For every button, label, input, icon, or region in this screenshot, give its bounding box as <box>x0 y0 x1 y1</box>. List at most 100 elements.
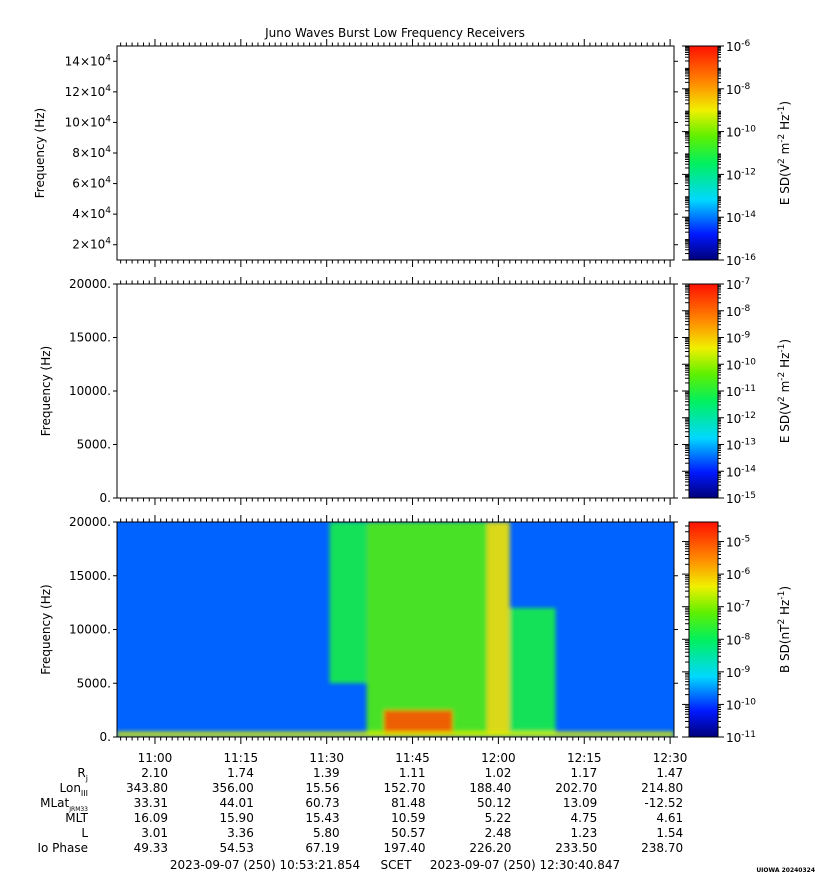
colorbar-tick-label: 10-10 <box>726 125 756 140</box>
panels: 2×104 4×104 6×104 8×104 10×104 12×104 14×104 Fr… <box>33 39 792 745</box>
ephemeris-value: 16.09 <box>134 811 168 825</box>
panel-3: 0. 5000. 10000. 15000. 20000. Frequency (Hz) 1… <box>39 515 792 745</box>
colorbar: 10-6 10-8 10-10 10-12 10-14 10-16 E SD(V2 m-2 … <box>682 39 792 268</box>
colorbar-gradient <box>688 283 719 499</box>
ephemeris-value: 233.50 <box>555 841 597 855</box>
colorbar-tick-label: 10-13 <box>726 438 756 453</box>
ephemeris-value: 5.22 <box>485 811 512 825</box>
plot-area <box>117 46 674 260</box>
footer-start-time: 2023-09-07 (250) 10:53:21.854 <box>170 858 360 872</box>
ephemeris-value: 1.23 <box>571 826 598 840</box>
ephemeris-value: 44.01 <box>219 796 253 810</box>
ephemeris-value: 238.70 <box>641 841 683 855</box>
time-tick-label: 12:30 <box>653 751 688 765</box>
time-tick-label: 11:00 <box>138 751 173 765</box>
time-tick-label: 11:30 <box>309 751 344 765</box>
y-tick-label: 8×104 <box>72 145 111 160</box>
colorbar-tick-label: 10-14 <box>726 210 756 225</box>
plot-area <box>117 284 674 498</box>
ephemeris-row-label: L <box>81 826 88 840</box>
colorbar-label: E SD(V2 m-2 Hz-1) <box>777 339 792 443</box>
y-tick-label: 20000. <box>69 277 111 291</box>
y-tick-label: 15000. <box>69 569 111 583</box>
colorbar-tick-label: 10-14 <box>726 464 756 479</box>
time-axis: 11:00 11:15 11:30 11:45 12:00 12:15 12:30 <box>138 751 688 765</box>
y-tick-label: 5000. <box>77 438 111 452</box>
y-tick-label: 20000. <box>69 515 111 529</box>
colorbar-tick-label: 10-11 <box>726 384 756 399</box>
ephemeris-value: 15.56 <box>305 781 339 795</box>
colorbar-label: E SD(V2 m-2 Hz-1) <box>777 101 792 205</box>
ephemeris-value: 1.47 <box>656 766 683 780</box>
colorbar-tick-label: 10-11 <box>726 730 756 745</box>
ephemeris-value: 356.00 <box>212 781 254 795</box>
spectrogram-feature-3 <box>486 522 510 737</box>
y-tick-label: 10000. <box>69 384 111 398</box>
ephemeris-value: 2.48 <box>485 826 512 840</box>
ephemeris-value: 3.01 <box>141 826 168 840</box>
ephemeris-value: 1.17 <box>571 766 598 780</box>
ephemeris-value: 60.73 <box>305 796 339 810</box>
colorbar-tick-label: 10-15 <box>726 491 756 506</box>
ephemeris-value: 49.33 <box>134 841 168 855</box>
footer-stamp: UIOWA 20240324 <box>756 867 815 874</box>
ephemeris-value: 226.20 <box>469 841 511 855</box>
colorbar-tick-label: 10-8 <box>726 304 751 319</box>
time-tick-label: 11:15 <box>224 751 259 765</box>
spectrogram-features <box>117 522 674 737</box>
y-tick-label: 10000. <box>69 623 111 637</box>
time-tick-label: 12:00 <box>481 751 516 765</box>
colorbar-tick-label: 10-10 <box>726 697 756 712</box>
spectrogram-feature-6 <box>117 731 674 737</box>
spectrogram-feature-1 <box>329 522 367 684</box>
ephemeris-value: -12.52 <box>644 796 683 810</box>
colorbar-tick-label: 10-8 <box>726 632 751 647</box>
ephemeris-row-label: LonIII <box>60 781 89 798</box>
ephemeris-row-label: MLT <box>65 811 88 825</box>
colorbar-tick-label: 10-9 <box>726 665 751 680</box>
y-tick-label: 14×104 <box>65 53 112 68</box>
ephemeris-row-label: Rj <box>77 766 88 783</box>
panel-2: 0. 5000. 10000. 15000. 20000. Frequency (Hz) 1… <box>39 277 792 506</box>
spectrogram <box>117 522 674 737</box>
y-tick-label: 2×104 <box>72 237 111 252</box>
ephemeris-value: 81.48 <box>391 796 425 810</box>
ephemeris-value: 2.10 <box>141 766 168 780</box>
ephemeris-table: Rj 2.10 1.74 1.39 1.11 1.02 1.17 1.47 LonIII 343.… <box>37 766 683 855</box>
y-axis-label: Frequency (Hz) <box>39 584 53 675</box>
spectrogram-feature-2 <box>366 522 487 737</box>
ephemeris-value: 4.75 <box>571 811 598 825</box>
ephemeris-value: 188.40 <box>469 781 511 795</box>
colorbar-tick-label: 10-6 <box>726 39 751 54</box>
y-tick-label: 10×104 <box>65 114 112 129</box>
ephemeris-row-label: MLatJRM33 <box>40 796 88 813</box>
footer-end-time: 2023-09-07 (250) 12:30:40.847 <box>430 858 620 872</box>
ephemeris-value: 343.80 <box>126 781 168 795</box>
colorbar-tick-label: 10-6 <box>726 567 751 582</box>
y-tick-label: 12×104 <box>65 84 112 99</box>
y-axis-label: Frequency (Hz) <box>39 346 53 437</box>
ephemeris-value: 4.61 <box>656 811 683 825</box>
y-tick-label: 15000. <box>69 331 111 345</box>
ephemeris-value: 1.74 <box>227 766 254 780</box>
ephemeris-value: 10.59 <box>391 811 425 825</box>
figure-title: Juno Waves Burst Low Frequency Receivers <box>264 26 525 40</box>
colorbar-tick-label: 10-16 <box>726 253 756 268</box>
ephemeris-value: 33.31 <box>134 796 168 810</box>
ephemeris-value: 1.39 <box>313 766 340 780</box>
colorbar-tick-label: 10-9 <box>726 331 751 346</box>
ephemeris-value: 152.70 <box>384 781 426 795</box>
colorbar-tick-label: 10-7 <box>726 277 750 292</box>
colorbar-tick-label: 10-12 <box>726 167 756 182</box>
ephemeris-value: 1.02 <box>485 766 512 780</box>
colorbar-gradient <box>688 521 719 738</box>
y-tick-label: 4×104 <box>72 206 111 221</box>
ephemeris-value: 50.57 <box>391 826 425 840</box>
colorbar-tick-label: 10-12 <box>726 411 756 426</box>
ephemeris-value: 54.53 <box>219 841 253 855</box>
ephemeris-value: 197.40 <box>384 841 426 855</box>
ephemeris-value: 67.19 <box>305 841 339 855</box>
ephemeris-value: 3.36 <box>227 826 254 840</box>
y-tick-label: 0. <box>100 491 111 505</box>
